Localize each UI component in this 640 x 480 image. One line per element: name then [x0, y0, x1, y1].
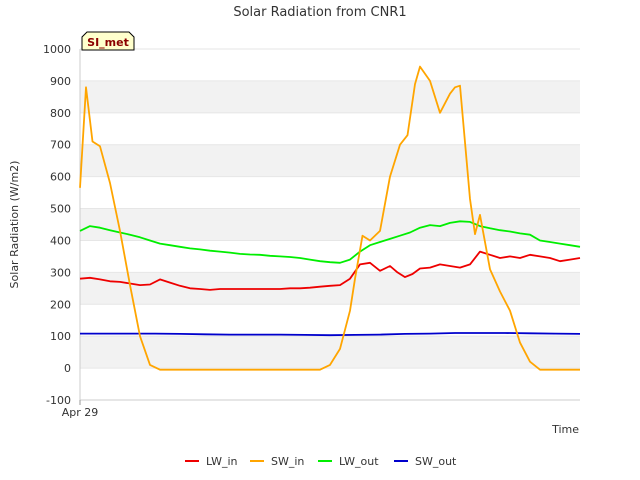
plot-background: [79, 48, 580, 401]
series-line-sw-in: [79, 65, 580, 371]
legend-item-sw-out: SW_out: [394, 455, 457, 468]
series-lines: [79, 65, 581, 371]
badge-text: SI_met: [87, 36, 129, 49]
grid-band: [80, 272, 580, 305]
station-badge: SI_met: [81, 31, 135, 51]
y-tick-label: 700: [50, 139, 71, 152]
y-tick-label: 900: [50, 75, 71, 88]
y-tick-label: 600: [50, 171, 71, 184]
series-line-lw-out: [79, 220, 581, 264]
y-tick-label: 0: [64, 362, 71, 375]
y-tick-label: -100: [46, 394, 71, 407]
legend: LW_in SW_in LW_out SW_out: [185, 455, 457, 468]
legend-item-sw-in: SW_in: [250, 455, 304, 468]
grid-band: [80, 144, 580, 177]
badge-shape: [81, 31, 135, 51]
grid-band: [80, 80, 580, 113]
y-tick-label: 300: [50, 266, 71, 279]
y-tick-label: 400: [50, 234, 71, 247]
series-line-lw-in: [79, 250, 581, 291]
legend-label: SW_in: [271, 455, 304, 468]
legend-label: SW_out: [415, 455, 457, 468]
grid-band: [80, 336, 580, 369]
y-tick-label: 800: [50, 107, 71, 120]
grid-band: [80, 208, 580, 241]
legend-label: LW_in: [206, 455, 238, 468]
y-tick-label: 200: [50, 298, 71, 311]
y-tick-label: 500: [50, 203, 71, 216]
x-axis-label: Time: [551, 423, 579, 436]
x-tick-label: Apr 29: [62, 406, 99, 419]
y-axis-label: Solar Radiation (W/m2): [8, 161, 21, 289]
legend-item-lw-out: LW_out: [318, 455, 379, 468]
series-line-sw-out: [80, 332, 581, 337]
y-axis-ticks: -100 0 100 200 300 400 500 600 700 800 900 1000: [43, 43, 71, 407]
legend-label: LW_out: [339, 455, 379, 468]
x-axis-ticks: Apr 29: [62, 400, 99, 419]
legend-item-lw-in: LW_in: [185, 455, 238, 468]
y-tick-label: 100: [50, 330, 71, 343]
chart-title: Solar Radiation from CNR1: [233, 5, 406, 20]
y-tick-label: 1000: [43, 43, 71, 56]
